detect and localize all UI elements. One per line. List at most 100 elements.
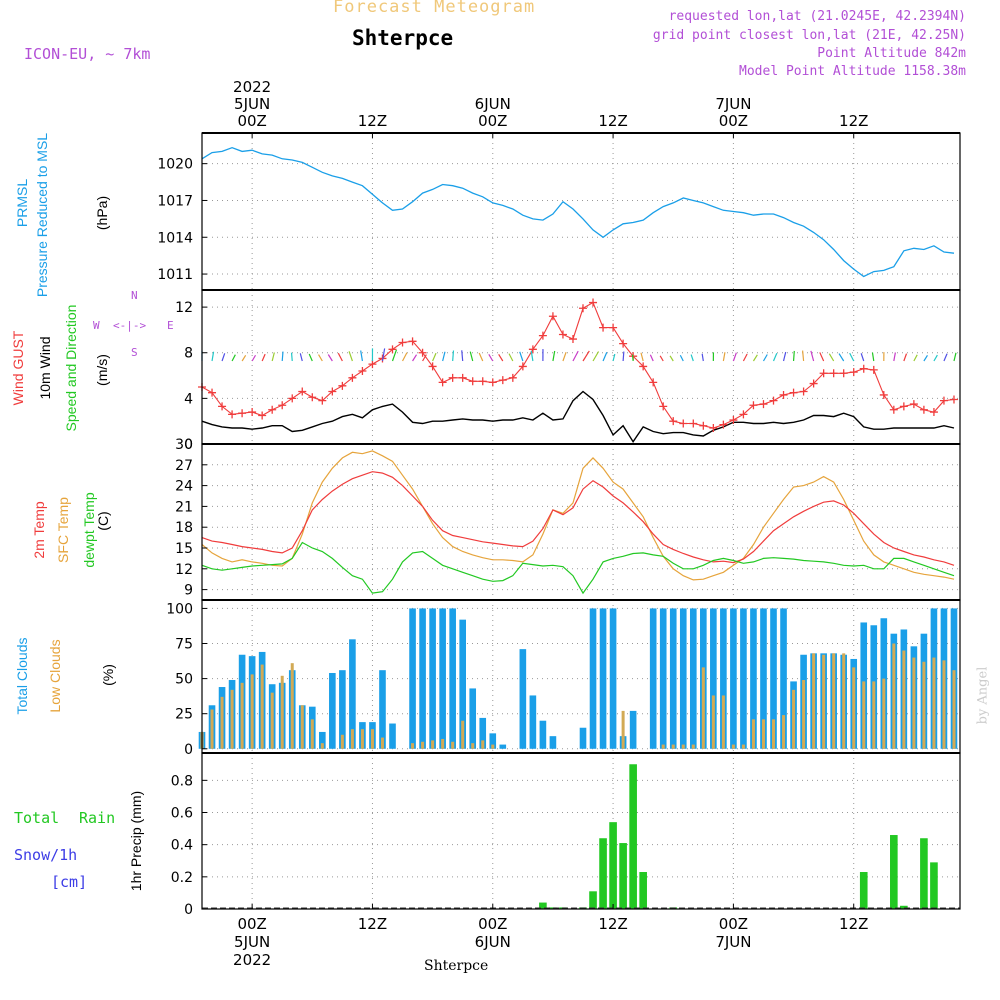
total-cloud-bar [599, 608, 607, 749]
rain-bar [890, 835, 898, 909]
wind-direction-arrow [231, 354, 236, 362]
time-label-bottom: 00Z [237, 915, 266, 933]
gust-marker [779, 390, 788, 399]
total-cloud-bar [439, 608, 446, 749]
wind-direction-arrow [838, 353, 845, 362]
ytick-label: 0 [184, 742, 193, 758]
low-cloud-bar [671, 744, 675, 749]
ytick-label: 30 [175, 437, 193, 453]
gust-marker [939, 396, 948, 405]
gust-marker [739, 410, 748, 419]
wind-direction-arrow [819, 352, 825, 362]
low-cloud-bar [731, 744, 735, 749]
gust-marker [218, 402, 227, 411]
grid [202, 133, 960, 910]
wind-direction-arrow [391, 349, 398, 362]
gust-marker [949, 395, 958, 404]
wind-direction-arrow [631, 354, 634, 362]
ytick-label: 0.2 [171, 870, 193, 886]
wind-direction-arrow [562, 351, 567, 362]
time-label-bottom: 12Z [358, 915, 387, 933]
gust-marker [879, 390, 888, 399]
low-cloud-bar [792, 689, 796, 749]
rain-bar [859, 872, 868, 909]
wind-direction-arrow [679, 355, 684, 362]
wind-direction-arrow [221, 353, 226, 362]
wind-direction-arrow [860, 353, 865, 362]
wind-direction-arrow [381, 348, 386, 362]
low-cloud-bar [250, 674, 254, 749]
wind-direction-arrow [308, 353, 313, 362]
low-cloud-bar [802, 680, 806, 749]
gust-marker [538, 331, 547, 340]
wind-direction-arrow [943, 353, 948, 362]
compass-axis: <-|-> [113, 319, 147, 332]
low-cloud-bar [421, 741, 425, 749]
low-cloud-bar [751, 719, 755, 749]
gust-marker [458, 373, 467, 382]
total-cloud-bar [459, 619, 466, 749]
pressure-line [201, 147, 955, 278]
compass-w: W [93, 319, 100, 332]
chart-title: Forecast Meteogram [333, 0, 536, 17]
ytick-label: 12 [175, 562, 193, 578]
time-label-bottom: 7JUN [715, 933, 751, 951]
wind-direction-arrow [318, 354, 323, 362]
wind-direction-arrow [659, 355, 664, 362]
gust-marker [599, 323, 608, 332]
gust-marker [709, 424, 718, 433]
low-cloud-bar [621, 710, 625, 749]
model-label: ICON-EU, ~ 7km [24, 45, 151, 63]
wind-direction-arrow [622, 351, 625, 362]
info-requested: requested lon,lat (21.0245E, 42.2394N) [668, 9, 966, 24]
low-cloud-bar [882, 678, 886, 749]
low-cloud-bar [681, 744, 685, 749]
gust-marker [268, 405, 277, 414]
wind-direction-arrow [290, 352, 293, 362]
gust-marker [759, 400, 768, 409]
wind-direction-arrow [461, 350, 464, 362]
low-cloud-bar [451, 741, 455, 749]
time-label-bottom: 00Z [478, 915, 507, 933]
ytick-label: 0.8 [171, 773, 193, 789]
station-title: Shterpce [352, 26, 454, 50]
total-cloud-bar [579, 727, 587, 749]
low-cloud-bar [872, 681, 876, 749]
low-cloud-bar [431, 740, 435, 749]
ytick-label: 1014 [157, 230, 193, 246]
wind-direction-arrow [281, 351, 284, 362]
axes: 1011101410171020048129121518212427300255… [157, 132, 961, 918]
wind-direction-arrow [923, 355, 928, 362]
gust-marker [769, 396, 778, 405]
ytick-label: 100 [166, 601, 193, 617]
gust-marker [659, 402, 668, 411]
time-label-top: 12Z [358, 112, 387, 130]
wind-direction-arrow [933, 354, 938, 362]
ytick-label: 1020 [157, 157, 193, 173]
compass-n: N [131, 289, 138, 302]
wind-direction-arrow [810, 350, 815, 362]
ytick-label: 25 [175, 707, 193, 723]
total-cloud-bar [379, 670, 386, 749]
rain-bar [549, 907, 557, 909]
wind-direction-arrow [478, 352, 484, 362]
ytick-label: 50 [175, 672, 193, 688]
label-rain: Rain [79, 809, 116, 827]
total-cloud-bar [469, 688, 477, 749]
gust-marker [478, 377, 487, 386]
time-label-top: 00Z [237, 112, 266, 130]
time-label-top: 2022 [233, 78, 271, 96]
low-cloud-bar [441, 738, 445, 749]
wind-speed-line [201, 390, 955, 443]
low-cloud-bar [260, 664, 264, 749]
ytick-label: 24 [175, 479, 193, 495]
low-cloud-bar [912, 657, 916, 749]
wind-direction-arrow [327, 354, 333, 362]
time-label-top: 5JUN [234, 95, 270, 113]
rain-bar [589, 891, 597, 909]
low-cloud-bar [902, 650, 906, 749]
wind-direction-arrow [669, 355, 674, 362]
wind-direction-arrow [782, 351, 787, 362]
low-cloud-bar [300, 705, 304, 749]
